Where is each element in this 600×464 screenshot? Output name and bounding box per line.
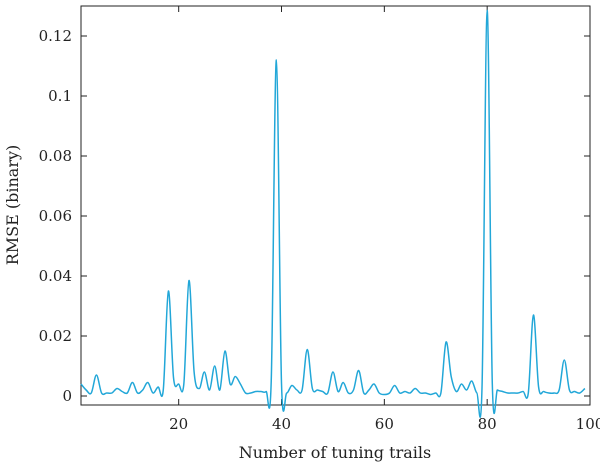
axis-ticks xyxy=(81,6,591,405)
y-tick-label: 0.06 xyxy=(39,207,72,225)
x-tick-label: 40 xyxy=(272,415,291,433)
plot-frame xyxy=(80,5,591,406)
y-tick-label: 0.08 xyxy=(39,147,72,165)
y-tick-label: 0 xyxy=(62,387,72,405)
x-tick-label: 60 xyxy=(375,415,394,433)
x-tick-label: 100 xyxy=(576,415,600,433)
y-tick-label: 0.04 xyxy=(39,267,72,285)
y-tick-label: 0.02 xyxy=(39,327,72,345)
axis-tick-labels: 20 40 60 80 100 0 0.02 0.04 0.06 0.08 0.1 0.12 xyxy=(39,27,600,433)
x-tick-label: 20 xyxy=(169,415,188,433)
y-axis-title: RMSE (binary) xyxy=(3,145,22,266)
x-tick-label: 80 xyxy=(478,415,497,433)
y-tick-label: 0.1 xyxy=(48,87,72,105)
series-line xyxy=(80,9,586,418)
y-tick-label: 0.12 xyxy=(39,27,72,45)
x-axis-title: Number of tuning trails xyxy=(239,443,431,462)
